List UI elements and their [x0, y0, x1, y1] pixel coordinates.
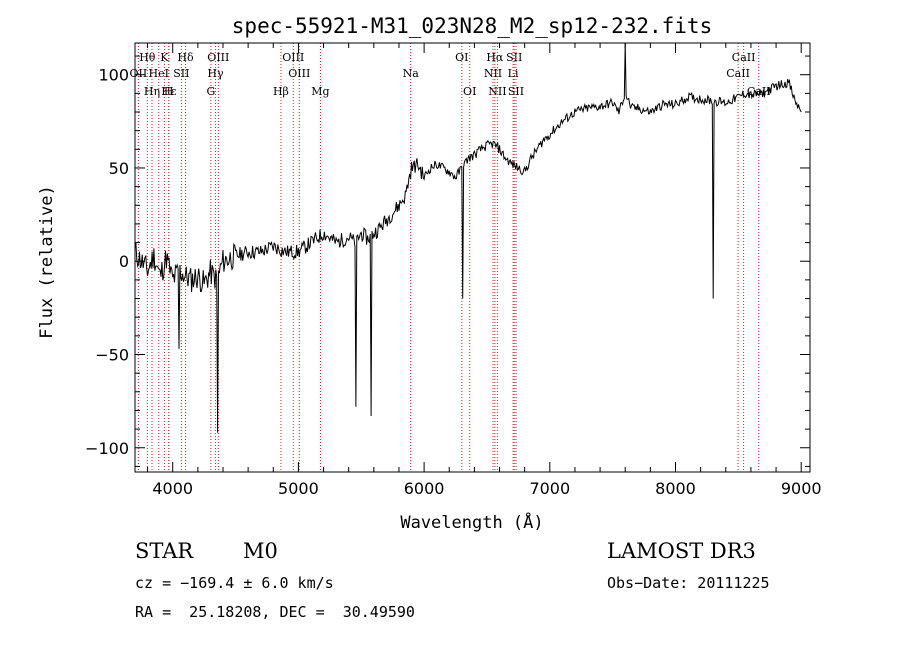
- chart-title: spec-55921-M31_023N28_M2_sp12-232.fits: [232, 14, 712, 38]
- marker-label: Hβ: [273, 85, 289, 98]
- marker-label: OIII: [207, 51, 229, 64]
- marker-label: OIII: [288, 67, 310, 80]
- marker-label: H: [164, 85, 174, 98]
- y-tick-label: 0: [119, 252, 129, 271]
- x-tick-label: 4000: [152, 479, 193, 498]
- marker-label: HeI: [149, 67, 169, 80]
- object-subclass: M0: [243, 539, 278, 563]
- marker-label: OI: [455, 51, 468, 64]
- marker-label: CaII: [726, 67, 750, 80]
- spectrum-series-line: [134, 42, 802, 433]
- x-tick-label: 6000: [404, 479, 445, 498]
- object-class: STAR: [135, 539, 194, 563]
- marker-label: SII: [506, 51, 522, 64]
- y-tick-label: 100: [98, 66, 129, 85]
- y-tick-label: 50: [109, 159, 129, 178]
- series-group: [134, 42, 802, 433]
- marker-label: OIII: [282, 51, 304, 64]
- x-tick-label: 8000: [655, 479, 696, 498]
- marker-label: SII: [508, 85, 524, 98]
- x-tick-label: 9000: [781, 479, 822, 498]
- marker-label: OI: [463, 85, 476, 98]
- x-tick-label: 5000: [278, 479, 319, 498]
- x-tick-label: 7000: [529, 479, 570, 498]
- observation-date: Obs−Date: 20111225: [607, 574, 770, 592]
- axis-ticks: 4000 5000 6000 7000 8000 9000 −100 −50 0 50 100: [85, 43, 822, 498]
- marker-label: OII: [130, 67, 148, 80]
- marker-label: CaII: [732, 51, 756, 64]
- marker-label: Hα: [486, 51, 504, 64]
- y-tick-label: −100: [85, 439, 129, 458]
- coordinates: RA = 25.18208, DEC = 30.49590: [135, 603, 415, 621]
- marker-label: Hη: [144, 85, 160, 98]
- survey-name: LAMOST DR3: [607, 539, 756, 563]
- marker-label: Mg: [311, 85, 329, 98]
- plot-frame: [134, 42, 811, 473]
- marker-label: Hγ: [207, 67, 224, 80]
- x-axis-label: Wavelength (Å): [400, 511, 543, 533]
- marker-label: G: [207, 85, 216, 98]
- marker-label: K: [160, 51, 169, 64]
- y-tick-label: −50: [95, 345, 129, 364]
- marker-label: Hδ: [177, 51, 194, 64]
- marker-label: NII: [484, 67, 502, 80]
- marker-label: Li: [508, 67, 519, 80]
- marker-label: Na: [403, 67, 420, 80]
- marker-label: Hθ: [139, 51, 156, 64]
- marker-label: SII: [173, 67, 189, 80]
- marker-label: NII: [488, 85, 506, 98]
- redshift-value: cz = −169.4 ± 6.0 km/s: [135, 574, 334, 592]
- y-axis-label: Flux (relative): [37, 185, 57, 339]
